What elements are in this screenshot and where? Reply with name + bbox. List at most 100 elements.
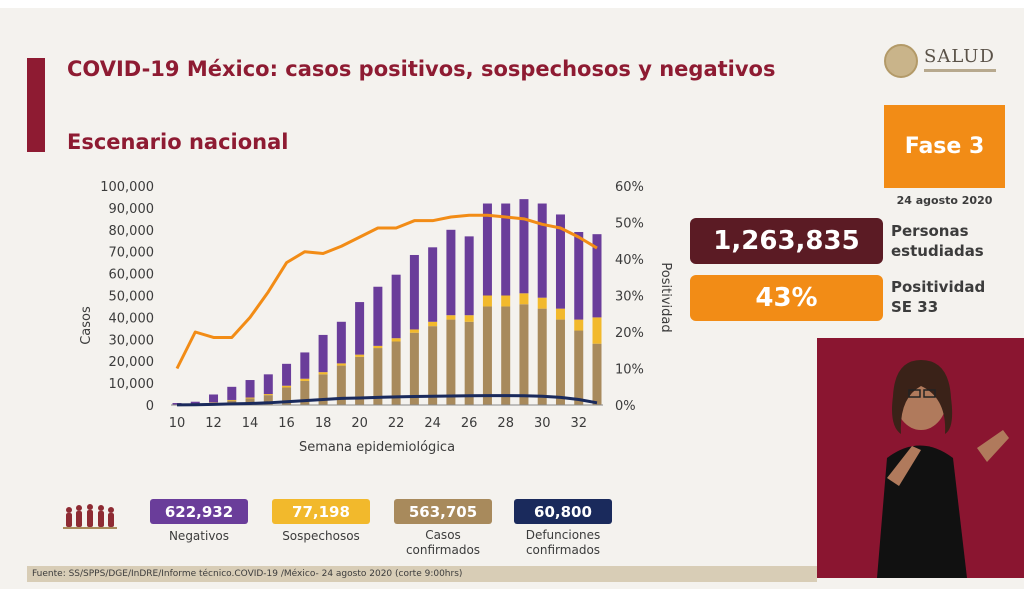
legend-sospechosos-label: Sospechosos — [282, 529, 360, 543]
y-tick-label: 20,000 — [109, 355, 155, 370]
x-tick-label: 20 — [351, 416, 368, 431]
top-strip — [0, 0, 1024, 8]
bar-segment — [501, 203, 511, 296]
bar-segment — [282, 387, 292, 405]
x-tick-label: 18 — [315, 416, 332, 431]
y2-axis-title: Positividad — [658, 262, 673, 332]
logo-underline — [924, 69, 996, 72]
bar-segment — [318, 334, 328, 373]
bar-segment — [555, 319, 565, 405]
y-tick-label: 50,000 — [109, 290, 155, 305]
bar-segment — [574, 330, 584, 405]
legend-negativos-label: Negativos — [168, 529, 230, 543]
bar-segment — [592, 234, 602, 318]
bar-segment — [592, 343, 602, 405]
bar-segment — [300, 378, 310, 381]
y-tick-label: 30,000 — [109, 333, 155, 348]
bar-segment — [482, 306, 492, 405]
bar-segment — [519, 293, 529, 305]
bar-segment — [318, 374, 328, 405]
positividad-line — [175, 213, 598, 370]
y2-tick-label: 20% — [615, 326, 644, 341]
x-tick-label: 30 — [534, 416, 551, 431]
x-tick-label: 22 — [388, 416, 405, 431]
bar-segment — [409, 332, 419, 405]
bar-segment — [428, 326, 438, 405]
source-footer: Fuente: SS/SPPS/DGE/InDRE/Informe técnic… — [27, 566, 817, 582]
cases-chart: 0 10,000 20,000 30,000 40,000 50,000 60,000 70,… — [60, 168, 680, 468]
y2-tick-label: 50% — [615, 217, 644, 232]
page-title: COVID-19 México: casos positivos, sospec… — [67, 57, 776, 81]
bar-segment — [373, 348, 383, 405]
y2-tick-label: 10% — [615, 363, 644, 378]
y-tick-label: 70,000 — [109, 246, 155, 261]
bar-segment — [245, 397, 255, 399]
bar-segment — [190, 401, 200, 404]
bar-segment — [355, 354, 365, 357]
bar-segment — [263, 374, 273, 395]
bar-segment — [300, 380, 310, 405]
bar-segment — [464, 315, 474, 322]
bar-segment — [409, 329, 419, 333]
y-tick-label: 100,000 — [100, 180, 154, 195]
bar-segment — [519, 199, 529, 294]
legend-defunciones-value: 60,800 — [514, 499, 612, 524]
bar-segment — [574, 231, 584, 320]
y2-tick-label: 0% — [615, 399, 636, 414]
legend-confirmados-label: Casos confirmados — [405, 528, 481, 557]
bar-segment — [446, 229, 456, 316]
bar-segment — [391, 341, 401, 405]
x-tick-label: 14 — [242, 416, 259, 431]
y-tick-label: 80,000 — [109, 224, 155, 239]
bar-segment — [537, 308, 547, 405]
bar-segment — [464, 236, 474, 316]
x-tick-label: 26 — [461, 416, 478, 431]
y-tick-label: 90,000 — [109, 202, 155, 217]
bar-segment — [537, 203, 547, 298]
bar-segment — [263, 395, 273, 405]
bar-segment — [537, 297, 547, 309]
bar-segment — [336, 321, 346, 364]
bar-segment — [409, 254, 419, 330]
defunciones-line — [176, 394, 598, 407]
bar-segment — [227, 399, 237, 401]
bar-segment — [318, 372, 328, 375]
bar-segment — [446, 319, 456, 405]
bar-segment — [482, 295, 492, 307]
people-icon — [63, 504, 117, 529]
bar-segment — [519, 304, 529, 405]
bar-segment — [428, 321, 438, 327]
legend-negativos-value: 622,932 — [150, 499, 248, 524]
y2-tick-label: 60% — [615, 180, 644, 195]
bar-segment — [355, 302, 365, 355]
seal-icon — [884, 44, 918, 78]
x-tick-label: 10 — [169, 416, 186, 431]
sign-language-interpreter-video — [817, 338, 1024, 578]
bar-segment — [592, 317, 602, 344]
logo-name: SALUD — [924, 46, 995, 67]
salud-logo: SALUD — [884, 44, 1014, 80]
bar-segment — [555, 308, 565, 320]
bar-segment — [428, 247, 438, 322]
bar-segment — [574, 319, 584, 331]
legend-sospechosos-value: 77,198 — [272, 499, 370, 524]
y2-tick-label: 30% — [615, 290, 644, 305]
chart-svg: 0 10,000 20,000 30,000 40,000 50,000 60,000 70,… — [79, 180, 673, 455]
x-tick-label: 32 — [570, 416, 587, 431]
bar-segment — [263, 394, 273, 396]
x-axis-title: Semana epidemiológica — [299, 440, 455, 455]
x-tick-label: 28 — [497, 416, 514, 431]
bar-segment — [245, 398, 255, 405]
stat-personas-value: 1,263,835 — [690, 218, 883, 264]
bar-segment — [501, 295, 511, 307]
x-tick-label: 16 — [278, 416, 295, 431]
y-tick-label: 40,000 — [109, 311, 155, 326]
bar-segment — [300, 352, 310, 379]
bar-segment — [464, 321, 474, 405]
stat-positividad-value: 43% — [690, 275, 883, 321]
bar-segment — [373, 286, 383, 346]
y-tick-label: 0 — [146, 399, 154, 414]
bar-segment — [391, 274, 401, 339]
bar-segment — [373, 345, 383, 349]
bar-segment — [482, 203, 492, 296]
